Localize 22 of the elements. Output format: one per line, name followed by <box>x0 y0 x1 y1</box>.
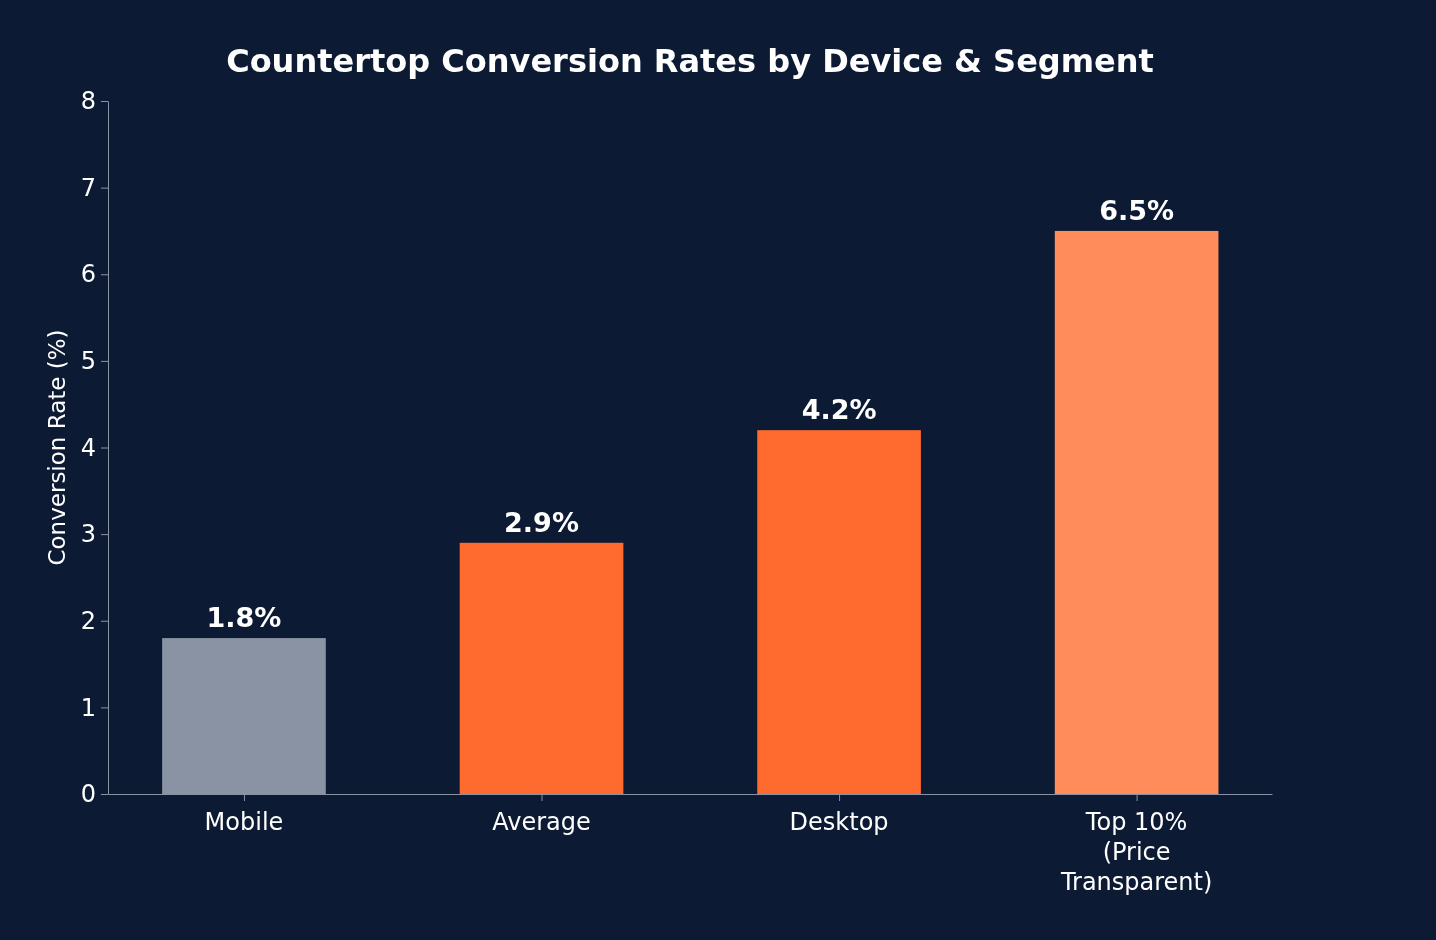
y-tick-label: 2 <box>80 606 96 635</box>
x-tick-label: Top 10% (Price Transparent) <box>1059 808 1213 896</box>
y-axis-title: Conversion Rate (%) <box>44 329 70 566</box>
chart-title: Countertop Conversion Rates by Device & Segment <box>226 42 1154 80</box>
y-tick-label: 7 <box>80 173 96 202</box>
data-label: 1.8% <box>206 602 282 634</box>
data-label: 4.2% <box>801 394 877 426</box>
bar <box>757 430 921 794</box>
data-label: 2.9% <box>504 506 579 538</box>
y-tick-label: 5 <box>80 347 96 376</box>
data-label: 6.5% <box>1099 194 1175 226</box>
x-tick-label: Mobile <box>204 808 284 836</box>
y-tick-label: 8 <box>80 87 96 116</box>
bar <box>1054 230 1219 794</box>
y-tick-label: 1 <box>80 693 96 722</box>
y-tick-label: 4 <box>80 433 96 462</box>
bar <box>459 542 624 794</box>
y-tick-label: 6 <box>80 260 96 289</box>
x-tick-label: Average <box>492 808 591 836</box>
x-tick-label: Desktop <box>789 808 889 836</box>
y-tick-label: 3 <box>80 520 96 549</box>
y-tick-label: 0 <box>80 780 96 809</box>
